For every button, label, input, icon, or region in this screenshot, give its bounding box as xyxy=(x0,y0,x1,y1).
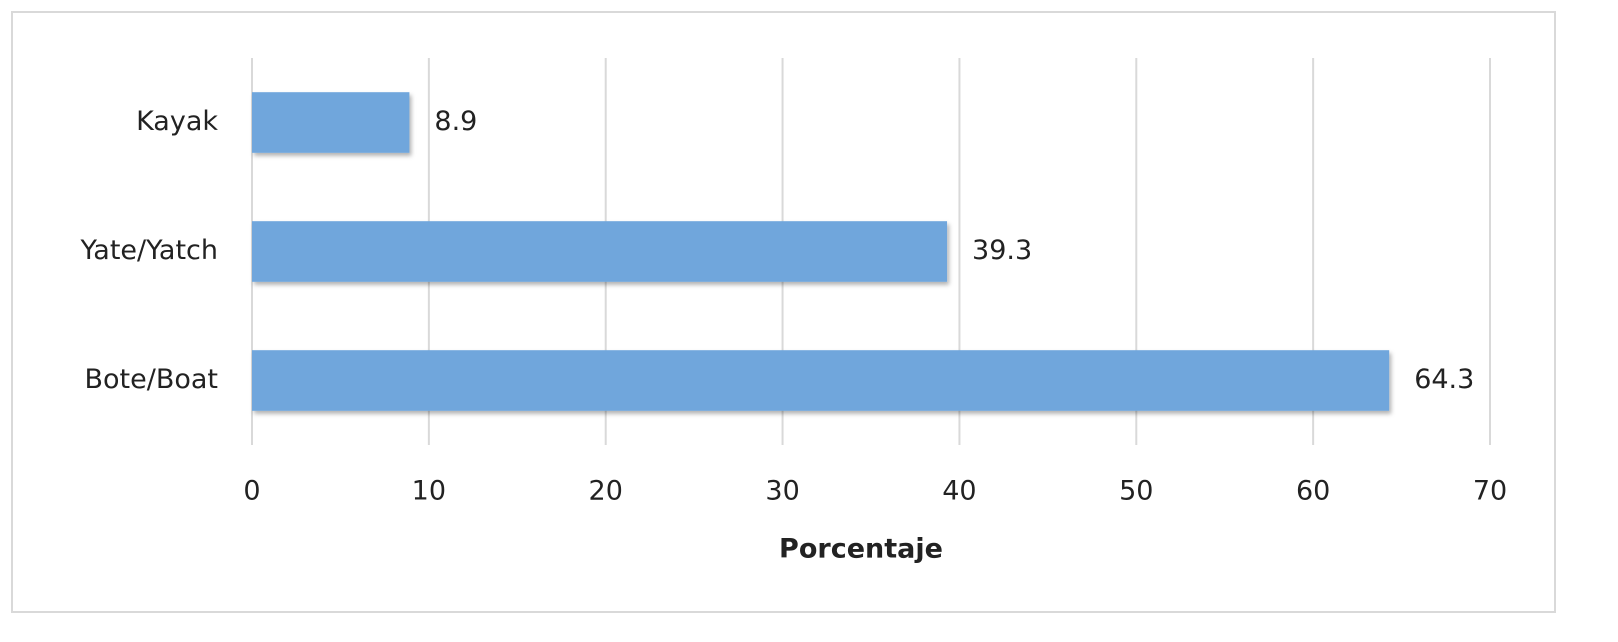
bar xyxy=(252,92,410,153)
data-label: 8.9 xyxy=(434,106,477,137)
y-tick-label: Bote/Boat xyxy=(84,364,218,395)
x-tick-label: 10 xyxy=(412,476,446,507)
x-axis-title: Porcentaje xyxy=(779,534,943,565)
bar xyxy=(252,350,1390,411)
x-tick-label: 70 xyxy=(1473,476,1507,507)
x-tick-label: 20 xyxy=(589,476,623,507)
bar xyxy=(252,221,948,282)
x-tick-label: 60 xyxy=(1296,476,1330,507)
y-tick-label: Kayak xyxy=(136,106,218,137)
x-tick-label: 50 xyxy=(1119,476,1153,507)
marks: Kayak 8.9 Yate/Yatch 39.3 Bote/Boat 64.3 xyxy=(80,92,1474,411)
data-label: 64.3 xyxy=(1414,364,1474,395)
x-tick-label: 30 xyxy=(765,476,799,507)
data-label: 39.3 xyxy=(972,235,1032,266)
x-tick-label: 40 xyxy=(942,476,976,507)
y-tick-label: Yate/Yatch xyxy=(80,235,218,266)
x-tick-label: 0 xyxy=(243,476,260,507)
